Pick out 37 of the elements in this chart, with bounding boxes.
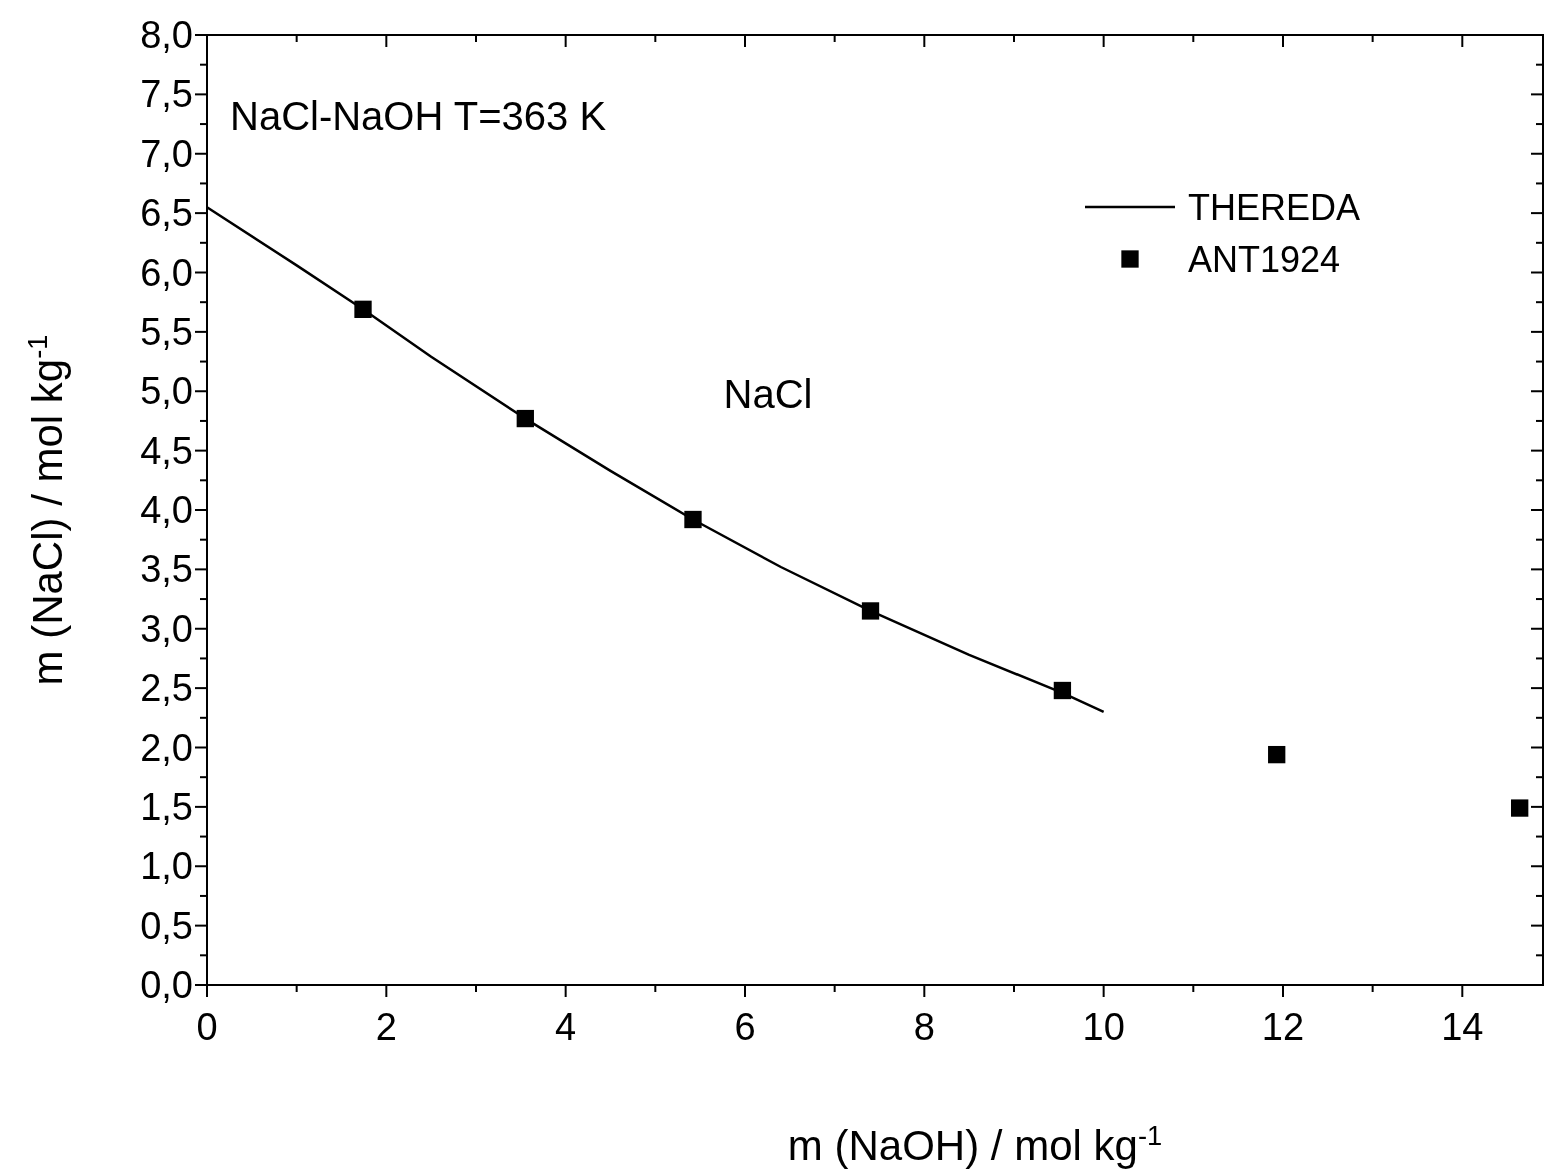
y-tick-label: 5,5 (140, 310, 193, 353)
point (1268, 745, 1286, 764)
y-tick-label: 4,5 (140, 429, 193, 472)
y-tick-label: 2,5 (140, 667, 193, 710)
y-tick-label: 4,0 (140, 489, 193, 531)
legend-label: THEREDA (1188, 187, 1361, 228)
point (516, 409, 534, 428)
x-tick-label: 6 (734, 1006, 756, 1048)
y-tick-label: 0,5 (140, 904, 193, 947)
x-axis-title: m (NaOH) / mol kg$^{-1}$ (787, 1119, 1163, 1169)
annotation: NaCl (723, 372, 813, 416)
y-tick-label: 0,0 (140, 964, 193, 1006)
x-tick-label: 2 (375, 1006, 397, 1048)
x-tick-label: 14 (1441, 1006, 1484, 1048)
legend-label: ANT1924 (1188, 239, 1341, 280)
point (354, 300, 372, 318)
x-tick-label: 10 (1082, 1006, 1125, 1048)
y-tick-label: 7,0 (140, 132, 193, 175)
x-tick-label: 8 (913, 1006, 935, 1048)
y-tick-label: 5,0 (140, 370, 193, 413)
y-tick-label: 6,5 (140, 192, 193, 235)
point (1511, 799, 1529, 817)
y-tick-label: 3,5 (140, 548, 193, 591)
point (1053, 681, 1072, 700)
y-tick-label: 7,5 (140, 73, 193, 116)
x-tick-label: 12 (1261, 1006, 1305, 1048)
point (684, 510, 702, 529)
y-tick-label: 6,0 (140, 251, 193, 294)
y-tick-label: 1,0 (140, 845, 193, 888)
y-tick-label: 2,0 (140, 726, 193, 769)
annotation: NaCl-NaOH T=363 K (230, 94, 607, 138)
x-tick-label: 0 (196, 1006, 218, 1048)
point (861, 602, 880, 620)
y-tick-label: 1,5 (140, 785, 193, 828)
x-tick-label: 4 (555, 1006, 577, 1048)
y-tick-label: 3,0 (140, 607, 193, 650)
y-tick-label: 8,0 (140, 14, 193, 56)
